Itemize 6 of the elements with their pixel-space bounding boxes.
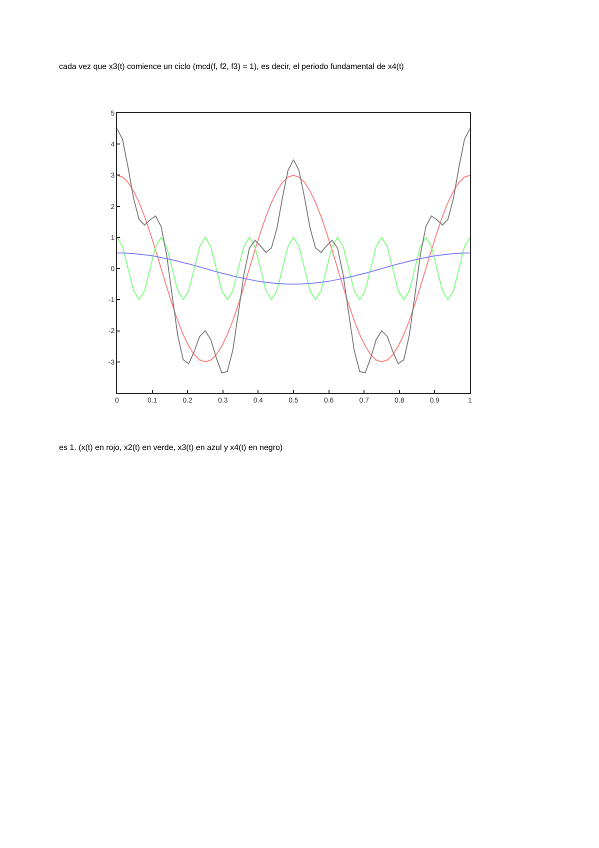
line-series — [117, 236, 470, 300]
line-series — [117, 252, 470, 285]
chart-title: cada vez que x3(t) comience un ciclo (mcd(f, f2, f3) = 1), es decir, el periodo fundamental de x4(t) — [59, 62, 404, 71]
line-series — [117, 174, 470, 362]
text: es 1. (x(t) en rojo, x2(t) en verde, x3(t) en azul y x4(t) en negro) — [59, 443, 283, 452]
line-series — [117, 128, 470, 374]
